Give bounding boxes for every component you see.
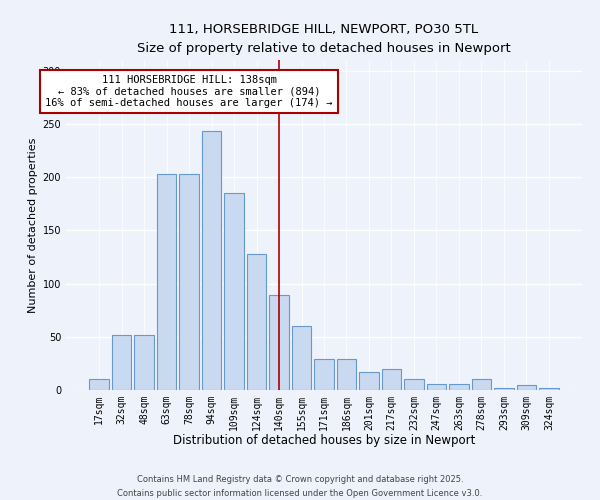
Bar	[359, 372, 379, 390]
Bar	[224, 193, 244, 390]
Text: 111 HORSEBRIDGE HILL: 138sqm
← 83% of detached houses are smaller (894)
16% of s: 111 HORSEBRIDGE HILL: 138sqm ← 83% of de…	[45, 75, 333, 108]
Bar	[314, 359, 334, 390]
Bar	[134, 334, 154, 390]
Bar	[472, 380, 491, 390]
Bar	[494, 388, 514, 390]
Bar	[449, 384, 469, 390]
X-axis label: Distribution of detached houses by size in Newport: Distribution of detached houses by size …	[173, 434, 475, 448]
Bar	[539, 388, 559, 390]
Bar	[269, 296, 289, 390]
Bar	[157, 174, 176, 390]
Bar	[247, 254, 266, 390]
Bar	[89, 380, 109, 390]
Bar	[112, 334, 131, 390]
Bar	[337, 359, 356, 390]
Bar	[382, 368, 401, 390]
Text: Contains HM Land Registry data © Crown copyright and database right 2025.
Contai: Contains HM Land Registry data © Crown c…	[118, 476, 482, 498]
Title: 111, HORSEBRIDGE HILL, NEWPORT, PO30 5TL
Size of property relative to detached h: 111, HORSEBRIDGE HILL, NEWPORT, PO30 5TL…	[137, 22, 511, 54]
Bar	[404, 380, 424, 390]
Bar	[517, 384, 536, 390]
Bar	[179, 174, 199, 390]
Y-axis label: Number of detached properties: Number of detached properties	[28, 138, 38, 312]
Bar	[202, 132, 221, 390]
Bar	[427, 384, 446, 390]
Bar	[292, 326, 311, 390]
